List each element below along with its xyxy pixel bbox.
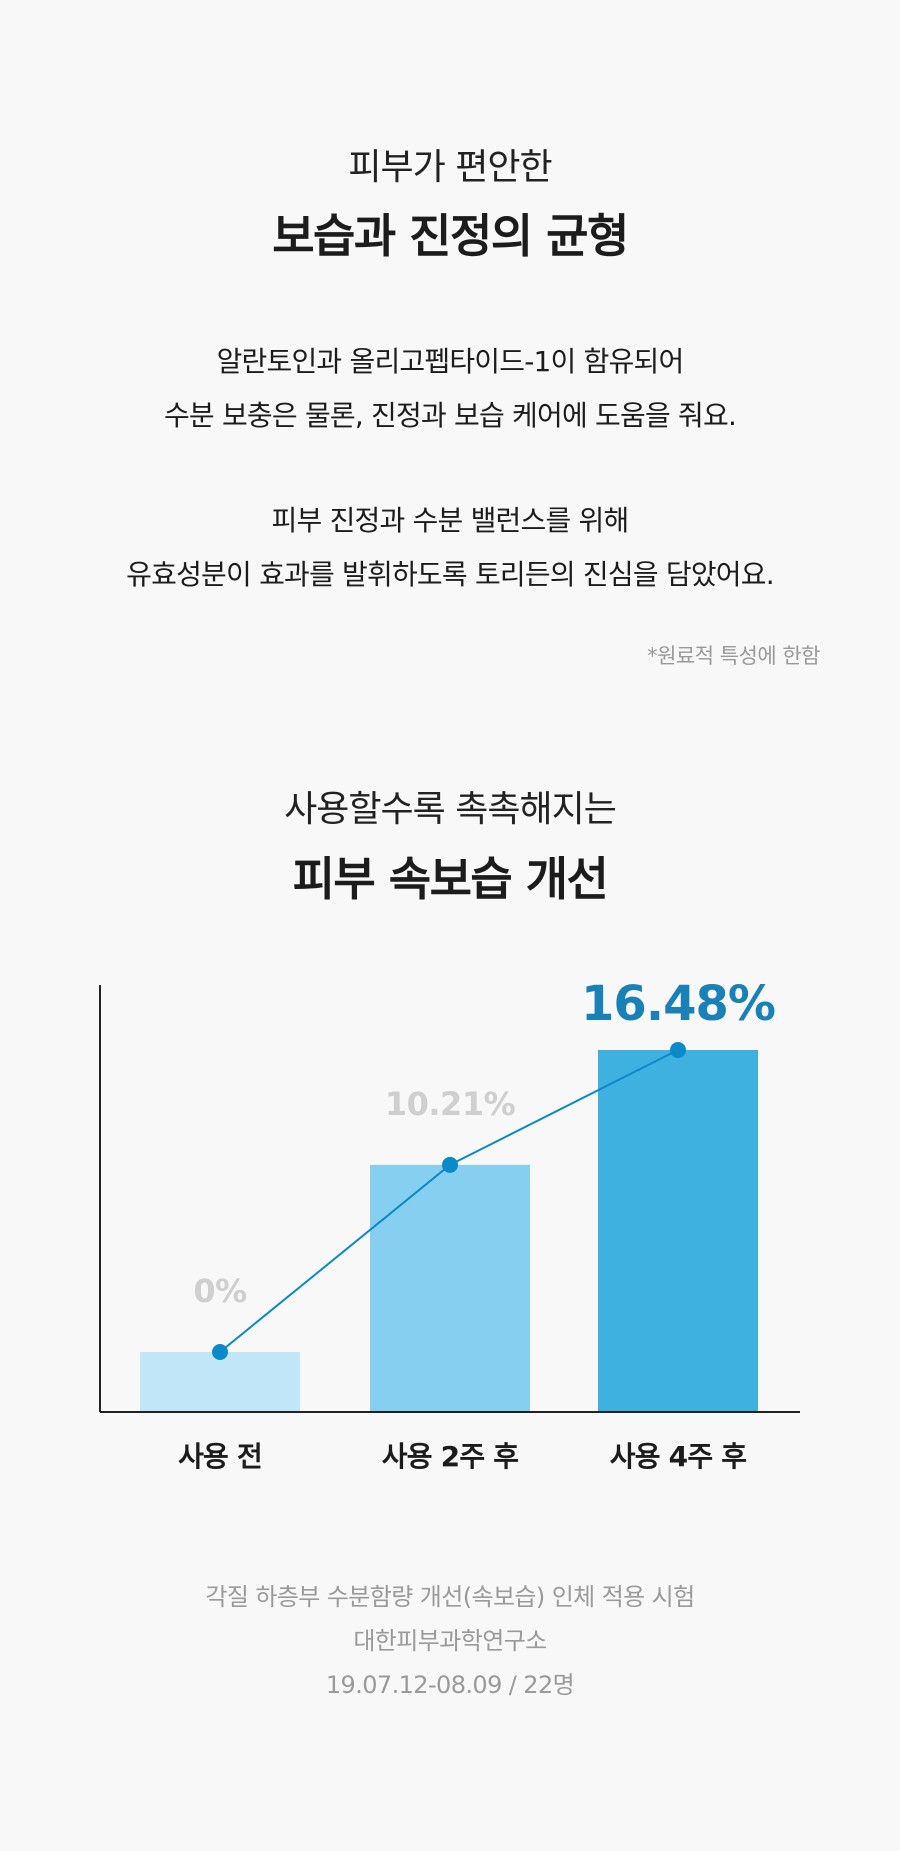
trend-point-1: [212, 1344, 228, 1360]
footer-line-2: 대한피부과학연구소: [353, 1627, 547, 1655]
study-footer: 각질 하층부 수분함량 개선(속보습) 인체 적용 시험 대한피부과학연구소 1…: [0, 1575, 900, 1707]
footnote: *원료적 특성에 한함: [647, 644, 820, 668]
section1-title: 보습과 진정의 균형: [272, 209, 629, 263]
footer-line-3: 19.07.12-08.09 / 22명: [325, 1671, 575, 1699]
bar-3: [598, 1050, 758, 1412]
value-label-2: 10.21%: [385, 1085, 516, 1123]
paragraph-2-line-2: 유효성분이 효과를 발휘하도록 토리든의 진심을 담았어요.: [126, 558, 774, 591]
category-label-3: 사용 4주 후: [610, 1440, 746, 1473]
category-label-2: 사용 2주 후: [382, 1440, 518, 1473]
trend-point-2: [442, 1156, 458, 1173]
value-label-3: 16.48%: [581, 976, 775, 1032]
section2-title: 피부 속보습 개선: [292, 852, 609, 906]
footer-line-1: 각질 하층부 수분함량 개선(속보습) 인체 적용 시험: [205, 1583, 695, 1611]
section1-subtitle: 피부가 편안한: [348, 147, 552, 188]
paragraph-2-line-1: 피부 진정과 수분 밸런스를 위해: [271, 504, 630, 537]
section2-subtitle: 사용할수록 촉촉해지는: [284, 789, 617, 830]
category-label-1: 사용 전: [178, 1440, 262, 1473]
moisture-bar-chart: 0% 사용 전 10.21% 사용 2주 후 16.48% 사용 4주 후: [99, 976, 800, 1473]
value-label-1: 0%: [193, 1272, 247, 1310]
paragraph-1-line-2: 수분 보충은 물론, 진정과 보습 케어에 도움을 줘요.: [163, 399, 737, 432]
paragraph-1: 알란토인과 올리고펩타이드-1이 함유되어 수분 보충은 물론, 진정과 보습 …: [0, 335, 900, 443]
trend-point-3: [670, 1042, 686, 1058]
bar-2: [370, 1164, 530, 1412]
paragraph-2: 피부 진정과 수분 밸런스를 위해 유효성분이 효과를 발휘하도록 토리든의 진…: [0, 494, 900, 602]
paragraph-1-line-1: 알란토인과 올리고펩타이드-1이 함유되어: [216, 345, 685, 378]
bar-1: [140, 1352, 300, 1412]
